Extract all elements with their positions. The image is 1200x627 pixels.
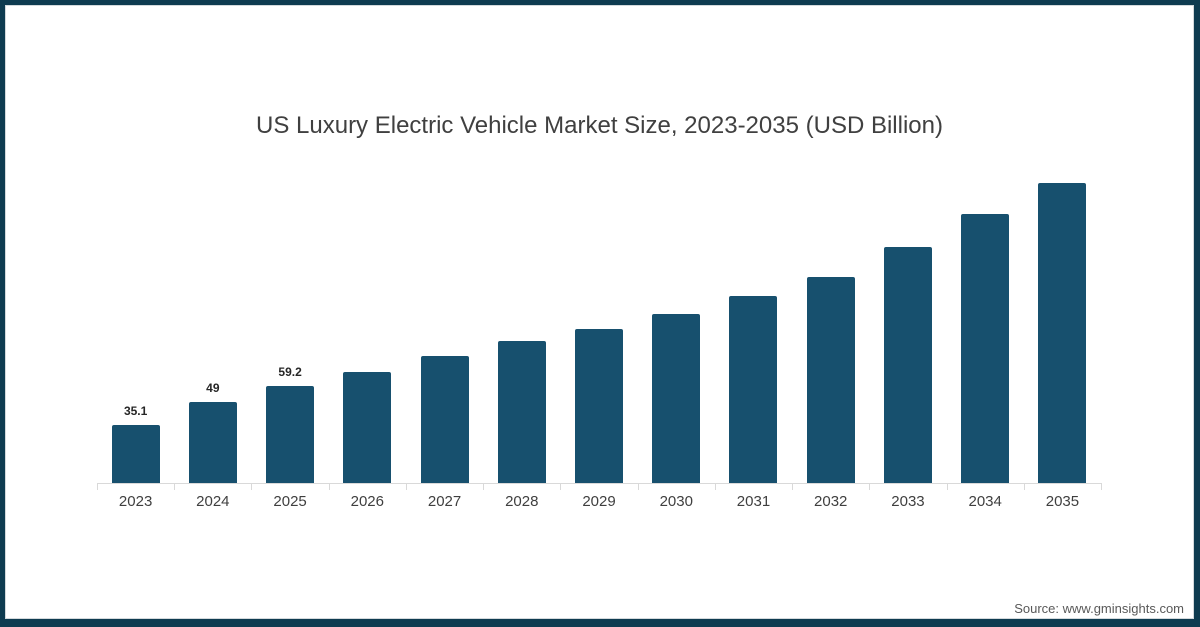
x-axis-tick (174, 483, 176, 490)
x-axis-label-2033: 2033 (891, 493, 925, 510)
x-axis-line (97, 483, 1101, 484)
x-axis-tick (405, 483, 407, 490)
x-axis-label-2025: 2025 (273, 493, 307, 510)
x-axis-label-2028: 2028 (505, 493, 539, 510)
x-axis-tick (792, 483, 794, 490)
category-slot-2031: 2031 (715, 6, 792, 510)
category-slot-2025: 59.2 2025 (251, 6, 328, 510)
bar-2031 (729, 296, 778, 483)
category-slot-2028: 2028 (483, 6, 560, 510)
bar-2029 (575, 329, 624, 483)
category-slot-2030: 2030 (638, 6, 715, 510)
x-axis-tick (1023, 483, 1025, 490)
category-slot-2032: 2032 (792, 6, 869, 510)
x-axis-tick (1101, 483, 1102, 490)
x-axis-label-2029: 2029 (582, 493, 616, 510)
bar-2028 (497, 341, 546, 483)
x-axis-label-2034: 2034 (968, 493, 1002, 510)
category-slot-2023: 35.1 2023 (97, 6, 174, 510)
x-axis-tick (97, 483, 98, 490)
x-axis-label-2027: 2027 (427, 493, 462, 510)
x-axis-tick (483, 483, 485, 490)
x-axis-label-2030: 2030 (659, 493, 693, 510)
chart-canvas: US Luxury Electric Vehicle Market Size, … (5, 5, 1194, 619)
x-axis-tick (946, 483, 948, 490)
bar-2034 (961, 214, 1010, 483)
bar-2026 (343, 372, 392, 483)
x-axis-tick (328, 483, 330, 490)
bar-2030 (652, 314, 701, 483)
category-slot-2024: 49 2024 (174, 6, 251, 510)
x-axis-label-2024: 2024 (196, 493, 230, 510)
x-axis-tick (637, 483, 639, 490)
bar-2025 (266, 386, 315, 483)
bar-2023 (111, 425, 160, 483)
bars-container: 35.1 2023 49 2024 59.2 2025 2026 2027 2028 2029 20… (97, 6, 1101, 510)
x-axis-label-2032: 2032 (814, 493, 848, 510)
category-slot-2026: 2026 (329, 6, 406, 510)
x-axis-tick (869, 483, 871, 490)
bar-2027 (420, 356, 469, 483)
data-label-2025: 59.2 (278, 365, 302, 379)
category-slot-2033: 2033 (869, 6, 946, 510)
chart-title: US Luxury Electric Vehicle Market Size, … (256, 112, 943, 139)
source-attribution: Source: www.gminsights.com (1014, 601, 1184, 616)
category-slot-2034: 2034 (947, 6, 1024, 510)
bar-2024 (188, 402, 237, 483)
x-axis-label-2031: 2031 (736, 493, 771, 510)
bar-2035 (1038, 183, 1087, 483)
category-slot-2027: 2027 (406, 6, 483, 510)
x-axis-label-2035: 2035 (1045, 493, 1080, 510)
bar-2033 (883, 247, 932, 483)
x-axis-label-2023: 2023 (118, 493, 153, 510)
x-axis-tick (251, 483, 253, 490)
x-axis-tick (714, 483, 716, 490)
x-axis-label-2026: 2026 (350, 493, 384, 510)
data-label-2024: 49 (206, 381, 220, 395)
x-axis-tick (560, 483, 562, 490)
bar-2032 (806, 277, 855, 483)
bar-chart-plot: 35.1 2023 49 2024 59.2 2025 2026 2027 2028 2029 20… (97, 6, 1102, 510)
data-label-2023: 35.1 (123, 404, 148, 418)
category-slot-2029: 2029 (560, 6, 637, 510)
category-slot-2035: 2035 (1024, 6, 1101, 510)
